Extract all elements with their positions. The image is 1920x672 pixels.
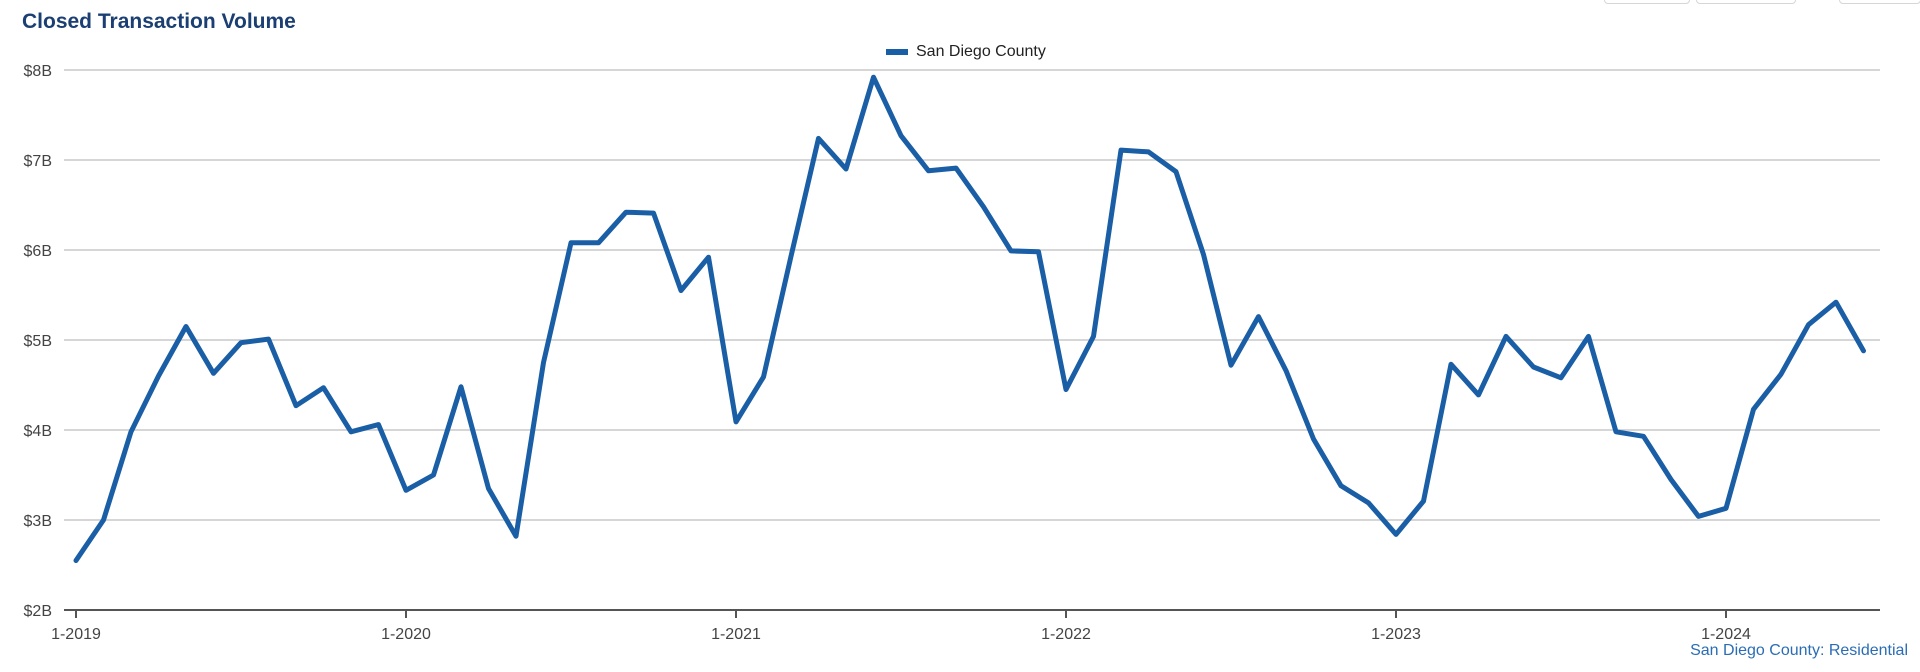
series-line [73, 74, 1866, 563]
legend-swatch [886, 49, 908, 55]
chart-legend[interactable]: San Diego County [886, 42, 1046, 62]
y-tick-label: $2B [24, 603, 52, 620]
x-tick-label: 1-2021 [711, 626, 761, 643]
top-tab-3[interactable] [1839, 0, 1920, 4]
x-tick-label: 1-2019 [51, 626, 101, 643]
x-axis: 1-2019 1-2020 1-2021 1-2022 1-2023 1-2024 [51, 609, 1880, 643]
series-layer [73, 74, 1866, 563]
legend-series-label: San Diego County [916, 43, 1046, 60]
grid-lines [64, 69, 1880, 521]
y-axis: $2B $3B $4B $5B $6B $7B $8B [24, 63, 52, 620]
chart-title: Closed Transaction Volume [22, 10, 296, 33]
y-tick-label: $5B [24, 333, 52, 350]
source-note: San Diego County: Residential [1690, 642, 1908, 659]
y-tick-label: $8B [24, 63, 52, 80]
x-tick-label: 1-2022 [1041, 626, 1091, 643]
y-tick-label: $3B [24, 513, 52, 530]
x-tick-label: 1-2023 [1371, 626, 1421, 643]
y-tick-label: $6B [24, 243, 52, 260]
x-tick-label: 1-2020 [381, 626, 431, 643]
y-tick-label: $7B [24, 153, 52, 170]
y-tick-label: $4B [24, 423, 52, 440]
x-tick-label: 1-2024 [1701, 626, 1751, 643]
